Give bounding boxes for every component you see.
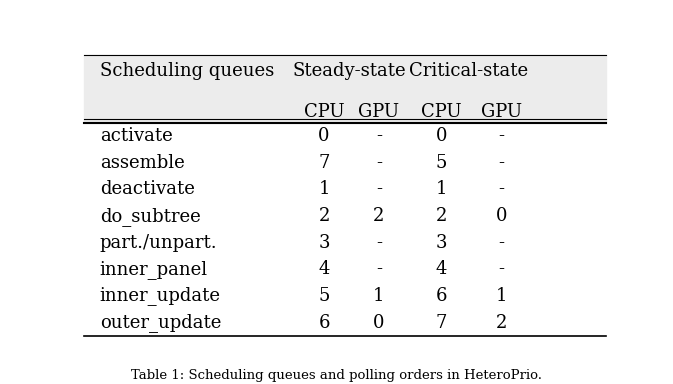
Text: -: - <box>499 234 504 252</box>
Text: 7: 7 <box>435 314 447 331</box>
Text: CPU: CPU <box>304 103 345 121</box>
Text: Table 1: Scheduling queues and polling orders in HeteroPrio.: Table 1: Scheduling queues and polling o… <box>131 369 542 382</box>
Text: assemble: assemble <box>100 154 184 172</box>
Text: -: - <box>499 260 504 278</box>
Text: 1: 1 <box>495 287 507 305</box>
Text: outer_update: outer_update <box>100 313 221 332</box>
Text: 5: 5 <box>318 287 330 305</box>
Text: -: - <box>499 180 504 199</box>
Text: Steady-state: Steady-state <box>292 62 406 80</box>
Text: 4: 4 <box>318 260 330 278</box>
Text: -: - <box>376 180 382 199</box>
Text: inner_update: inner_update <box>100 286 221 305</box>
Text: deactivate: deactivate <box>100 180 194 199</box>
Text: Critical-state: Critical-state <box>409 62 528 80</box>
Text: 2: 2 <box>435 207 447 225</box>
Text: 2: 2 <box>373 207 384 225</box>
Text: -: - <box>499 127 504 145</box>
Text: 1: 1 <box>373 287 384 305</box>
Text: -: - <box>499 154 504 172</box>
Text: inner_panel: inner_panel <box>100 260 208 279</box>
Text: 5: 5 <box>435 154 447 172</box>
Bar <box>84 55 606 123</box>
Text: 3: 3 <box>318 234 330 252</box>
Text: GPU: GPU <box>358 103 399 121</box>
Text: part./unpart.: part./unpart. <box>100 234 217 252</box>
Text: -: - <box>376 154 382 172</box>
Text: 0: 0 <box>495 207 507 225</box>
Text: do_subtree: do_subtree <box>100 207 201 225</box>
Text: 1: 1 <box>318 180 330 199</box>
Text: GPU: GPU <box>481 103 522 121</box>
Text: 6: 6 <box>435 287 447 305</box>
Text: 4: 4 <box>435 260 447 278</box>
Text: -: - <box>376 127 382 145</box>
Text: 0: 0 <box>435 127 447 145</box>
Text: 7: 7 <box>318 154 330 172</box>
Text: 2: 2 <box>496 314 507 331</box>
Text: -: - <box>376 234 382 252</box>
Text: 0: 0 <box>373 314 384 331</box>
Text: -: - <box>376 260 382 278</box>
Text: 0: 0 <box>318 127 330 145</box>
Text: CPU: CPU <box>421 103 462 121</box>
Text: 2: 2 <box>318 207 330 225</box>
Text: 6: 6 <box>318 314 330 331</box>
Text: 1: 1 <box>435 180 447 199</box>
Text: 3: 3 <box>435 234 447 252</box>
Text: activate: activate <box>100 127 172 145</box>
Text: Scheduling queues: Scheduling queues <box>100 62 274 80</box>
